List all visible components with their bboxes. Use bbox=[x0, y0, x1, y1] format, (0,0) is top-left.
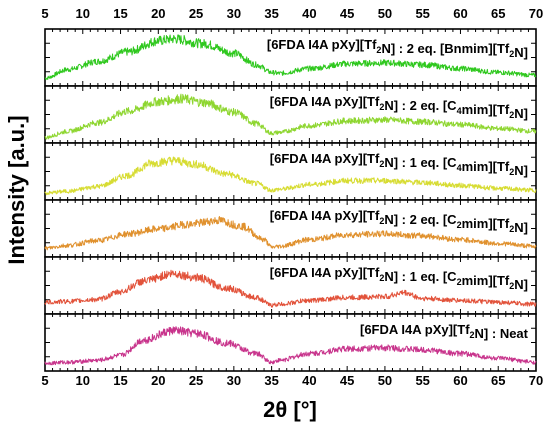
chart-panels: [6FDA I4A pXy][Tf2N] : 2 eq. [Bnmim][Tf2… bbox=[44, 28, 537, 372]
x-tick-label-top: 25 bbox=[189, 6, 203, 21]
x-axis-title: 2θ [°] bbox=[263, 397, 317, 422]
series-line bbox=[44, 269, 537, 308]
x-tick-label-bottom: 30 bbox=[227, 373, 241, 388]
x-tick-label-bottom: 25 bbox=[189, 373, 203, 388]
x-tick-label-top: 45 bbox=[340, 6, 354, 21]
series-line bbox=[44, 34, 537, 81]
x-tick-label-bottom: 10 bbox=[76, 373, 90, 388]
x-tick-label-bottom: 65 bbox=[491, 373, 505, 388]
panel: [6FDA I4A pXy][Tf2N] : 2 eq. [C4mim][Tf2… bbox=[44, 85, 537, 144]
panel: [6FDA I4A pXy][Tf2N] : 2 eq. [C2mim][Tf2… bbox=[44, 199, 537, 258]
series-label: [6FDA I4A pXy][Tf2N] : 1 eq. [C4mim][Tf2… bbox=[270, 151, 528, 178]
x-tick-label-top: 5 bbox=[41, 6, 48, 21]
panel-frame bbox=[44, 313, 537, 372]
panel: [6FDA I4A pXy][Tf2N] : 1 eq. [C4mim][Tf2… bbox=[44, 142, 537, 201]
series-line bbox=[44, 216, 537, 251]
x-tick-label-bottom: 20 bbox=[151, 373, 165, 388]
x-tick-label-bottom: 55 bbox=[415, 373, 429, 388]
x-tick-label-bottom: 50 bbox=[378, 373, 392, 388]
x-tick-label-top: 40 bbox=[302, 6, 316, 21]
x-tick-label-top: 10 bbox=[76, 6, 90, 21]
x-tick-label-top: 35 bbox=[264, 6, 278, 21]
x-tick-label-top: 50 bbox=[378, 6, 392, 21]
x-tick-label-bottom: 45 bbox=[340, 373, 354, 388]
y-axis-title: Intensity [a.u.] bbox=[4, 115, 29, 264]
x-tick-label-top: 55 bbox=[415, 6, 429, 21]
series-line bbox=[44, 326, 537, 366]
panel: [6FDA I4A pXy][Tf2N] : 2 eq. [Bnmim][Tf2… bbox=[44, 28, 537, 87]
x-tick-label-bottom: 40 bbox=[302, 373, 316, 388]
x-tick-label-top: 65 bbox=[491, 6, 505, 21]
panel: [6FDA I4A pXy][Tf2N] : 1 eq. [C2mim][Tf2… bbox=[44, 256, 537, 315]
x-tick-label-top: 30 bbox=[227, 6, 241, 21]
x-tick-label-bottom: 5 bbox=[41, 373, 48, 388]
x-tick-label-top: 15 bbox=[113, 6, 127, 21]
x-tick-label-top: 20 bbox=[151, 6, 165, 21]
x-tick-label-bottom: 15 bbox=[113, 373, 127, 388]
x-tick-label-top: 60 bbox=[453, 6, 467, 21]
series-label: [6FDA I4A pXy][Tf2N] : 2 eq. [C4mim][Tf2… bbox=[270, 94, 528, 121]
panel-frame bbox=[44, 28, 537, 87]
panel-frame bbox=[44, 85, 537, 144]
series-line bbox=[44, 93, 537, 140]
x-tick-label-bottom: 35 bbox=[264, 373, 278, 388]
series-line bbox=[44, 156, 537, 196]
series-label: [6FDA I4A pXy][Tf2N] : 2 eq. [C2mim][Tf2… bbox=[270, 208, 528, 235]
x-tick-label-top: 70 bbox=[529, 6, 543, 21]
series-label: [6FDA I4A pXy][Tf2N] : 2 eq. [Bnmim][Tf2… bbox=[267, 37, 528, 60]
series-label: [6FDA I4A pXy][Tf2N] : 1 eq. [C2mim][Tf2… bbox=[270, 265, 528, 292]
panel-frame bbox=[44, 199, 537, 258]
x-tick-label-bottom: 60 bbox=[453, 373, 467, 388]
panel: [6FDA I4A pXy][Tf2N] : Neat bbox=[44, 313, 537, 372]
chart-ticks: 5510101515202025253030353540404545505055… bbox=[41, 6, 543, 388]
series-label: [6FDA I4A pXy][Tf2N] : Neat bbox=[360, 322, 529, 341]
x-tick-label-bottom: 70 bbox=[529, 373, 543, 388]
